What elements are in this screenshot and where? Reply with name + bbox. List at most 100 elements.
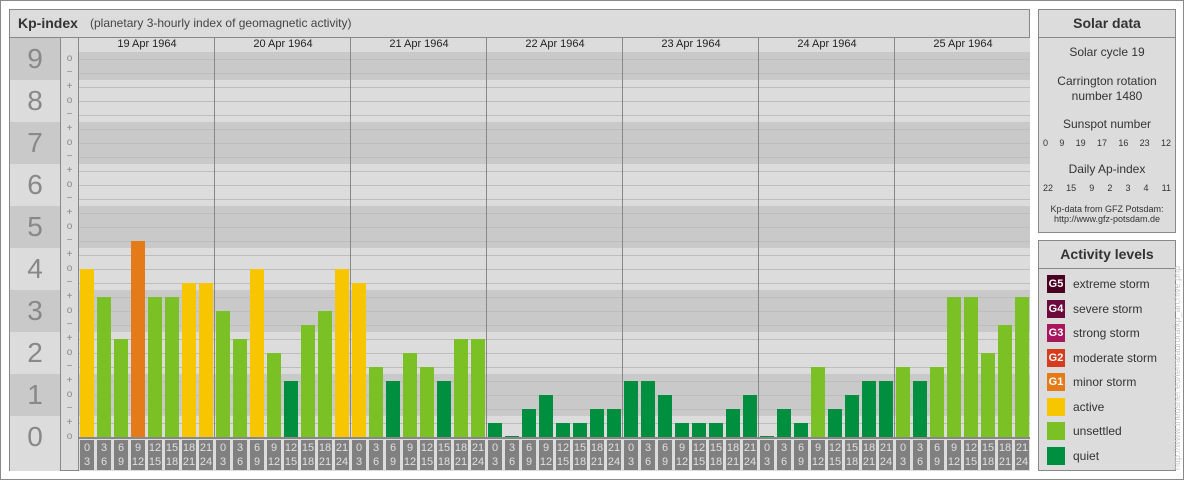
kp-bar xyxy=(233,339,247,437)
subtick: − xyxy=(66,403,73,414)
legend-label: extreme storm xyxy=(1073,277,1150,291)
kp-bar xyxy=(573,423,587,437)
hour-end: 21 xyxy=(182,456,196,468)
subtick: o xyxy=(66,389,73,400)
date-row xyxy=(79,38,1030,52)
day-separator xyxy=(894,38,895,438)
kp-bar xyxy=(709,423,723,437)
hour-interval-label: 15 18 xyxy=(301,440,315,470)
hour-start: 3 xyxy=(644,442,652,454)
hour-interval-label: 12 15 xyxy=(284,440,298,470)
kp-bar xyxy=(250,269,264,437)
kp-label-7: 7 xyxy=(10,122,60,164)
solar-cycle: Solar cycle 19 xyxy=(1069,45,1145,59)
hour-end: 12 xyxy=(947,456,961,468)
hour-start: 15 xyxy=(437,442,451,454)
kp-bar xyxy=(165,297,179,437)
subtick: o xyxy=(66,53,73,64)
subtick: + xyxy=(66,417,73,428)
hour-start: 21 xyxy=(743,442,757,454)
hour-interval-label: 21 24 xyxy=(471,440,485,470)
hour-start: 12 xyxy=(284,442,298,454)
hour-start: 6 xyxy=(525,442,533,454)
legend-swatch: G1 xyxy=(1047,373,1065,391)
ap-value: 3 xyxy=(1125,183,1131,193)
solar-data-title: Solar data xyxy=(1039,10,1175,38)
hour-start: 0 xyxy=(355,442,363,454)
kp-bar xyxy=(131,241,145,437)
baseline xyxy=(79,437,1030,439)
hour-start: 18 xyxy=(590,442,604,454)
subtick: + xyxy=(66,207,73,218)
subtick: + xyxy=(66,333,73,344)
kp-bar xyxy=(114,339,128,437)
hour-start: 21 xyxy=(199,442,213,454)
hour-start: 6 xyxy=(389,442,397,454)
hour-start: 12 xyxy=(692,442,706,454)
gridline xyxy=(79,101,1030,102)
hour-end: 6 xyxy=(372,456,380,468)
hour-start: 0 xyxy=(219,442,227,454)
hour-end: 15 xyxy=(692,456,706,468)
legend-label: active xyxy=(1073,399,1105,414)
kp-bar xyxy=(97,297,111,437)
hour-end: 9 xyxy=(525,456,533,468)
hour-start: 0 xyxy=(83,442,91,454)
sunspot-value: 23 xyxy=(1139,138,1150,148)
hour-end: 18 xyxy=(437,456,451,468)
kp-bar xyxy=(896,367,910,437)
hour-end: 18 xyxy=(573,456,587,468)
hour-end: 6 xyxy=(100,456,108,468)
hour-start: 3 xyxy=(372,442,380,454)
hour-start: 18 xyxy=(726,442,740,454)
hour-interval-label: 21 24 xyxy=(743,440,757,470)
kp-bar xyxy=(199,283,213,437)
hour-start: 18 xyxy=(182,442,196,454)
kp-bar xyxy=(403,353,417,437)
hour-end: 9 xyxy=(661,456,669,468)
hour-end: 3 xyxy=(355,456,363,468)
hour-start: 9 xyxy=(814,442,822,454)
hour-start: 9 xyxy=(542,442,550,454)
kp-bar xyxy=(301,325,315,437)
hour-start: 12 xyxy=(556,442,570,454)
hour-start: 6 xyxy=(661,442,669,454)
source-line1: Kp-data from GFZ Potsdam: xyxy=(1050,204,1164,214)
kp-bar xyxy=(811,367,825,437)
gridline xyxy=(79,255,1030,256)
hour-start: 9 xyxy=(678,442,686,454)
kp-bar xyxy=(556,423,570,437)
day-separator xyxy=(214,38,215,438)
kp-label-2: 2 xyxy=(10,332,60,374)
activity-levels-title: Activity levels xyxy=(1039,241,1175,269)
ap-value: 15 xyxy=(1066,183,1077,193)
sunspot-values: 0 9 19 17 16 23 12 xyxy=(1043,138,1171,148)
hour-interval-label: 9 12 xyxy=(539,440,553,470)
day-label: 24 Apr 1964 xyxy=(797,38,857,50)
hour-interval-label: 21 24 xyxy=(607,440,621,470)
hour-end: 24 xyxy=(743,456,757,468)
hour-start: 21 xyxy=(471,442,485,454)
kp-bar xyxy=(845,395,859,437)
kp-bar xyxy=(828,409,842,437)
source-link[interactable]: http://www.gfz-potsdam.de xyxy=(1053,214,1161,224)
solar-data-panel: Solar data Solar cycle 19 Carrington rot… xyxy=(1038,9,1176,233)
legend-label: strong storm xyxy=(1073,326,1140,340)
gridline xyxy=(79,297,1030,298)
legend-swatch: G2 xyxy=(1047,348,1065,367)
day-label: 25 Apr 1964 xyxy=(933,38,993,50)
carrington-line2: number 1480 xyxy=(1071,89,1143,103)
kp-bar xyxy=(369,367,383,437)
kp-bar xyxy=(335,269,349,437)
kp-bar xyxy=(420,367,434,437)
hour-interval-label: 9 12 xyxy=(403,440,417,470)
kp-bar xyxy=(267,353,281,437)
kp-bar xyxy=(216,311,230,437)
kp-bar xyxy=(947,297,961,437)
hour-end: 6 xyxy=(236,456,244,468)
